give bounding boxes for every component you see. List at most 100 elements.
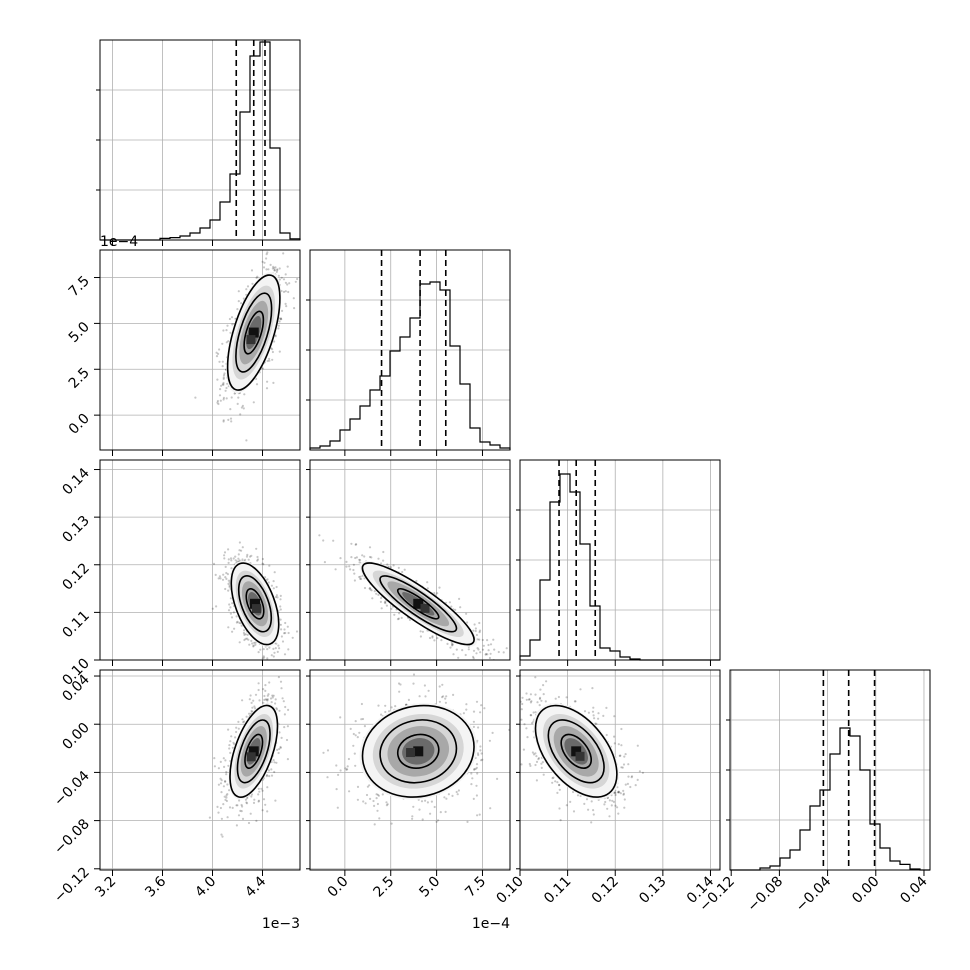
sample-point	[446, 642, 449, 646]
sample-point	[271, 267, 274, 270]
sample-point	[238, 641, 241, 644]
sample-point	[286, 625, 289, 628]
sample-point	[359, 575, 362, 578]
sample-point	[240, 406, 243, 409]
axes-frame	[729, 669, 931, 871]
sample-point	[223, 765, 226, 769]
sample-point	[345, 560, 348, 564]
sample-point	[284, 705, 287, 709]
sample-point	[218, 394, 222, 397]
sample-point	[476, 647, 479, 650]
sample-point	[266, 699, 269, 702]
sample-point	[230, 735, 233, 738]
histogram-bars	[309, 281, 511, 450]
sample-point	[286, 265, 289, 268]
histogram-panel	[726, 669, 931, 871]
sample-point	[273, 667, 275, 669]
scatter-panel	[309, 459, 511, 661]
sample-point	[536, 701, 539, 704]
sample-point	[572, 810, 576, 813]
sample-point	[235, 621, 238, 624]
sample-point	[227, 582, 230, 586]
sample-point	[257, 787, 260, 790]
sample-point	[438, 685, 441, 688]
sample-point	[223, 554, 226, 557]
sample-point	[539, 696, 542, 699]
sample-point	[283, 628, 286, 631]
sample-point	[591, 687, 594, 690]
sample-point	[531, 722, 534, 725]
sample-point	[220, 833, 223, 836]
sample-point	[243, 633, 246, 637]
sample-point	[454, 608, 457, 612]
sample-point	[475, 794, 478, 797]
sample-point	[349, 727, 352, 731]
sample-point	[412, 673, 416, 676]
sample-point	[278, 709, 281, 712]
sample-point	[613, 715, 616, 718]
sample-point	[346, 765, 349, 768]
sample-point	[326, 776, 329, 779]
sample-point	[350, 542, 353, 545]
sample-point	[481, 758, 484, 761]
sample-point	[534, 711, 537, 714]
sample-point	[352, 744, 355, 747]
sample-point	[225, 770, 228, 774]
sample-point	[472, 710, 476, 713]
sample-point	[358, 575, 361, 579]
sample-point	[277, 676, 280, 679]
sample-point	[264, 698, 267, 701]
sample-point	[282, 700, 285, 703]
sample-point	[385, 604, 388, 607]
sample-point	[440, 639, 443, 642]
sample-point	[472, 720, 475, 723]
sample-point	[428, 636, 432, 640]
sample-point	[565, 696, 568, 699]
sample-point	[405, 703, 408, 706]
sample-point	[272, 587, 275, 590]
sample-point	[464, 653, 467, 657]
sample-point	[232, 557, 235, 560]
axes-frame	[309, 459, 511, 661]
sample-point	[264, 684, 267, 687]
sample-point	[274, 595, 278, 599]
sample-point	[211, 607, 214, 610]
sample-point	[228, 603, 231, 606]
sample-point	[228, 806, 232, 809]
sample-point	[278, 278, 281, 281]
sample-point	[398, 690, 401, 693]
sample-point	[592, 714, 595, 717]
sample-point	[220, 384, 223, 387]
contour-line	[237, 575, 273, 633]
sample-point	[241, 558, 244, 561]
axes-frame	[99, 39, 301, 241]
sample-point	[234, 555, 237, 558]
sample-point	[532, 753, 536, 756]
sample-point	[282, 278, 286, 281]
sample-point	[257, 800, 260, 803]
sample-point	[470, 783, 473, 786]
sample-point	[229, 606, 232, 609]
sample-point	[265, 775, 268, 778]
sample-point	[366, 785, 369, 788]
sample-point	[380, 596, 383, 600]
density-peak	[248, 327, 259, 338]
sample-point	[240, 302, 243, 305]
sample-point	[281, 309, 284, 312]
sample-point	[390, 607, 393, 611]
sample-point	[326, 749, 330, 752]
sample-point	[261, 367, 264, 370]
sample-point	[483, 707, 486, 710]
sample-point	[551, 777, 554, 780]
sample-point	[365, 793, 369, 797]
sample-point	[237, 720, 240, 724]
sample-point	[529, 764, 532, 768]
sample-point	[279, 605, 282, 608]
sample-point	[225, 794, 228, 797]
sample-point	[339, 716, 342, 719]
sample-point	[232, 741, 235, 744]
sample-point	[478, 813, 481, 816]
sample-point	[267, 693, 270, 696]
sample-point	[359, 559, 362, 562]
sample-point	[620, 766, 623, 769]
